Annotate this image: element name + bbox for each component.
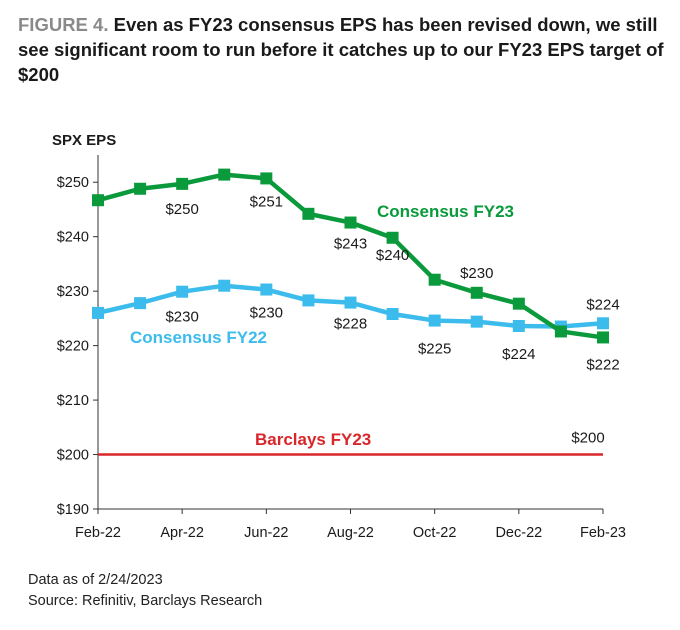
consensus-fy23-point [344, 216, 357, 229]
figure-number: FIGURE 4. [18, 14, 109, 35]
y-tick-label: $230 [57, 284, 89, 300]
barclays-fy23-data-label: $200 [571, 430, 604, 447]
consensus-fy22-point [428, 314, 441, 327]
consensus-fy22-data-label: $224 [586, 296, 619, 313]
consensus-fy23-point [386, 231, 399, 244]
figure-title-text: Even as FY23 consensus EPS has been revi… [18, 14, 664, 85]
consensus-fy23-data-label: $243 [334, 236, 367, 253]
consensus-fy23-point [176, 177, 189, 190]
x-tick-label: Aug-22 [327, 525, 374, 541]
x-tick-label: Feb-23 [580, 525, 626, 541]
consensus-fy22-series-label: Consensus FY22 [130, 328, 267, 347]
consensus-fy23-data-label: $240 [376, 247, 409, 264]
y-tick-label: $220 [57, 339, 89, 355]
consensus-fy23-data-label: $250 [165, 201, 198, 218]
x-tick-label: Oct-22 [413, 525, 457, 541]
consensus-fy23-data-label: $230 [460, 265, 493, 282]
consensus-fy22-data-label: $224 [502, 346, 535, 363]
barclays-fy23-series-label: Barclays FY23 [255, 430, 371, 449]
consensus-fy23-point [512, 297, 525, 310]
consensus-fy22-point [260, 283, 273, 296]
consensus-fy22-point [302, 294, 315, 307]
consensus-fy23-point [92, 194, 104, 207]
consensus-fy22-data-label: $230 [165, 309, 198, 326]
consensus-fy22-point [512, 320, 525, 333]
consensus-fy23-point [554, 325, 567, 338]
x-tick-label: Apr-22 [160, 525, 204, 541]
y-tick-label: $200 [57, 448, 89, 464]
y-tick-label: $250 [57, 175, 89, 191]
consensus-fy22-point [134, 297, 147, 310]
consensus-fy22-data-label: $228 [334, 316, 367, 333]
consensus-fy23-point [302, 207, 315, 220]
data-date-note: Data as of 2/24/2023 [28, 572, 163, 588]
consensus-fy23-data-label: $251 [250, 193, 283, 210]
consensus-fy23-series-label: Consensus FY23 [377, 202, 514, 221]
source-note: Source: Refinitiv, Barclays Research [28, 593, 263, 609]
x-tick-label: Jun-22 [244, 525, 288, 541]
consensus-fy23-data-label: $222 [586, 356, 619, 373]
consensus-fy23-point [218, 168, 231, 181]
x-tick-label: Feb-22 [75, 525, 121, 541]
consensus-fy23-point [470, 286, 483, 299]
consensus-fy22-point [218, 279, 231, 292]
y-tick-label: $190 [57, 502, 89, 518]
consensus-fy22-point [92, 306, 104, 319]
consensus-fy22-data-label: $225 [418, 341, 451, 358]
figure-title: FIGURE 4. Even as FY23 consensus EPS has… [18, 12, 668, 87]
consensus-fy22-point [176, 285, 189, 298]
consensus-fy23-point [260, 172, 273, 185]
consensus-fy23-point [134, 182, 147, 195]
y-tick-label: $210 [57, 393, 89, 409]
y-tick-label: $240 [57, 230, 89, 246]
x-tick-label: Dec-22 [495, 525, 542, 541]
consensus-fy23-point [597, 331, 609, 344]
consensus-fy22-data-label: $230 [250, 305, 283, 322]
y-axis-title: SPX EPS [52, 132, 116, 149]
consensus-fy22-point [597, 317, 609, 330]
consensus-fy22-point [470, 315, 483, 328]
consensus-fy22-point [344, 296, 357, 309]
consensus-fy22-point [386, 308, 399, 321]
consensus-fy23-point [428, 273, 441, 286]
